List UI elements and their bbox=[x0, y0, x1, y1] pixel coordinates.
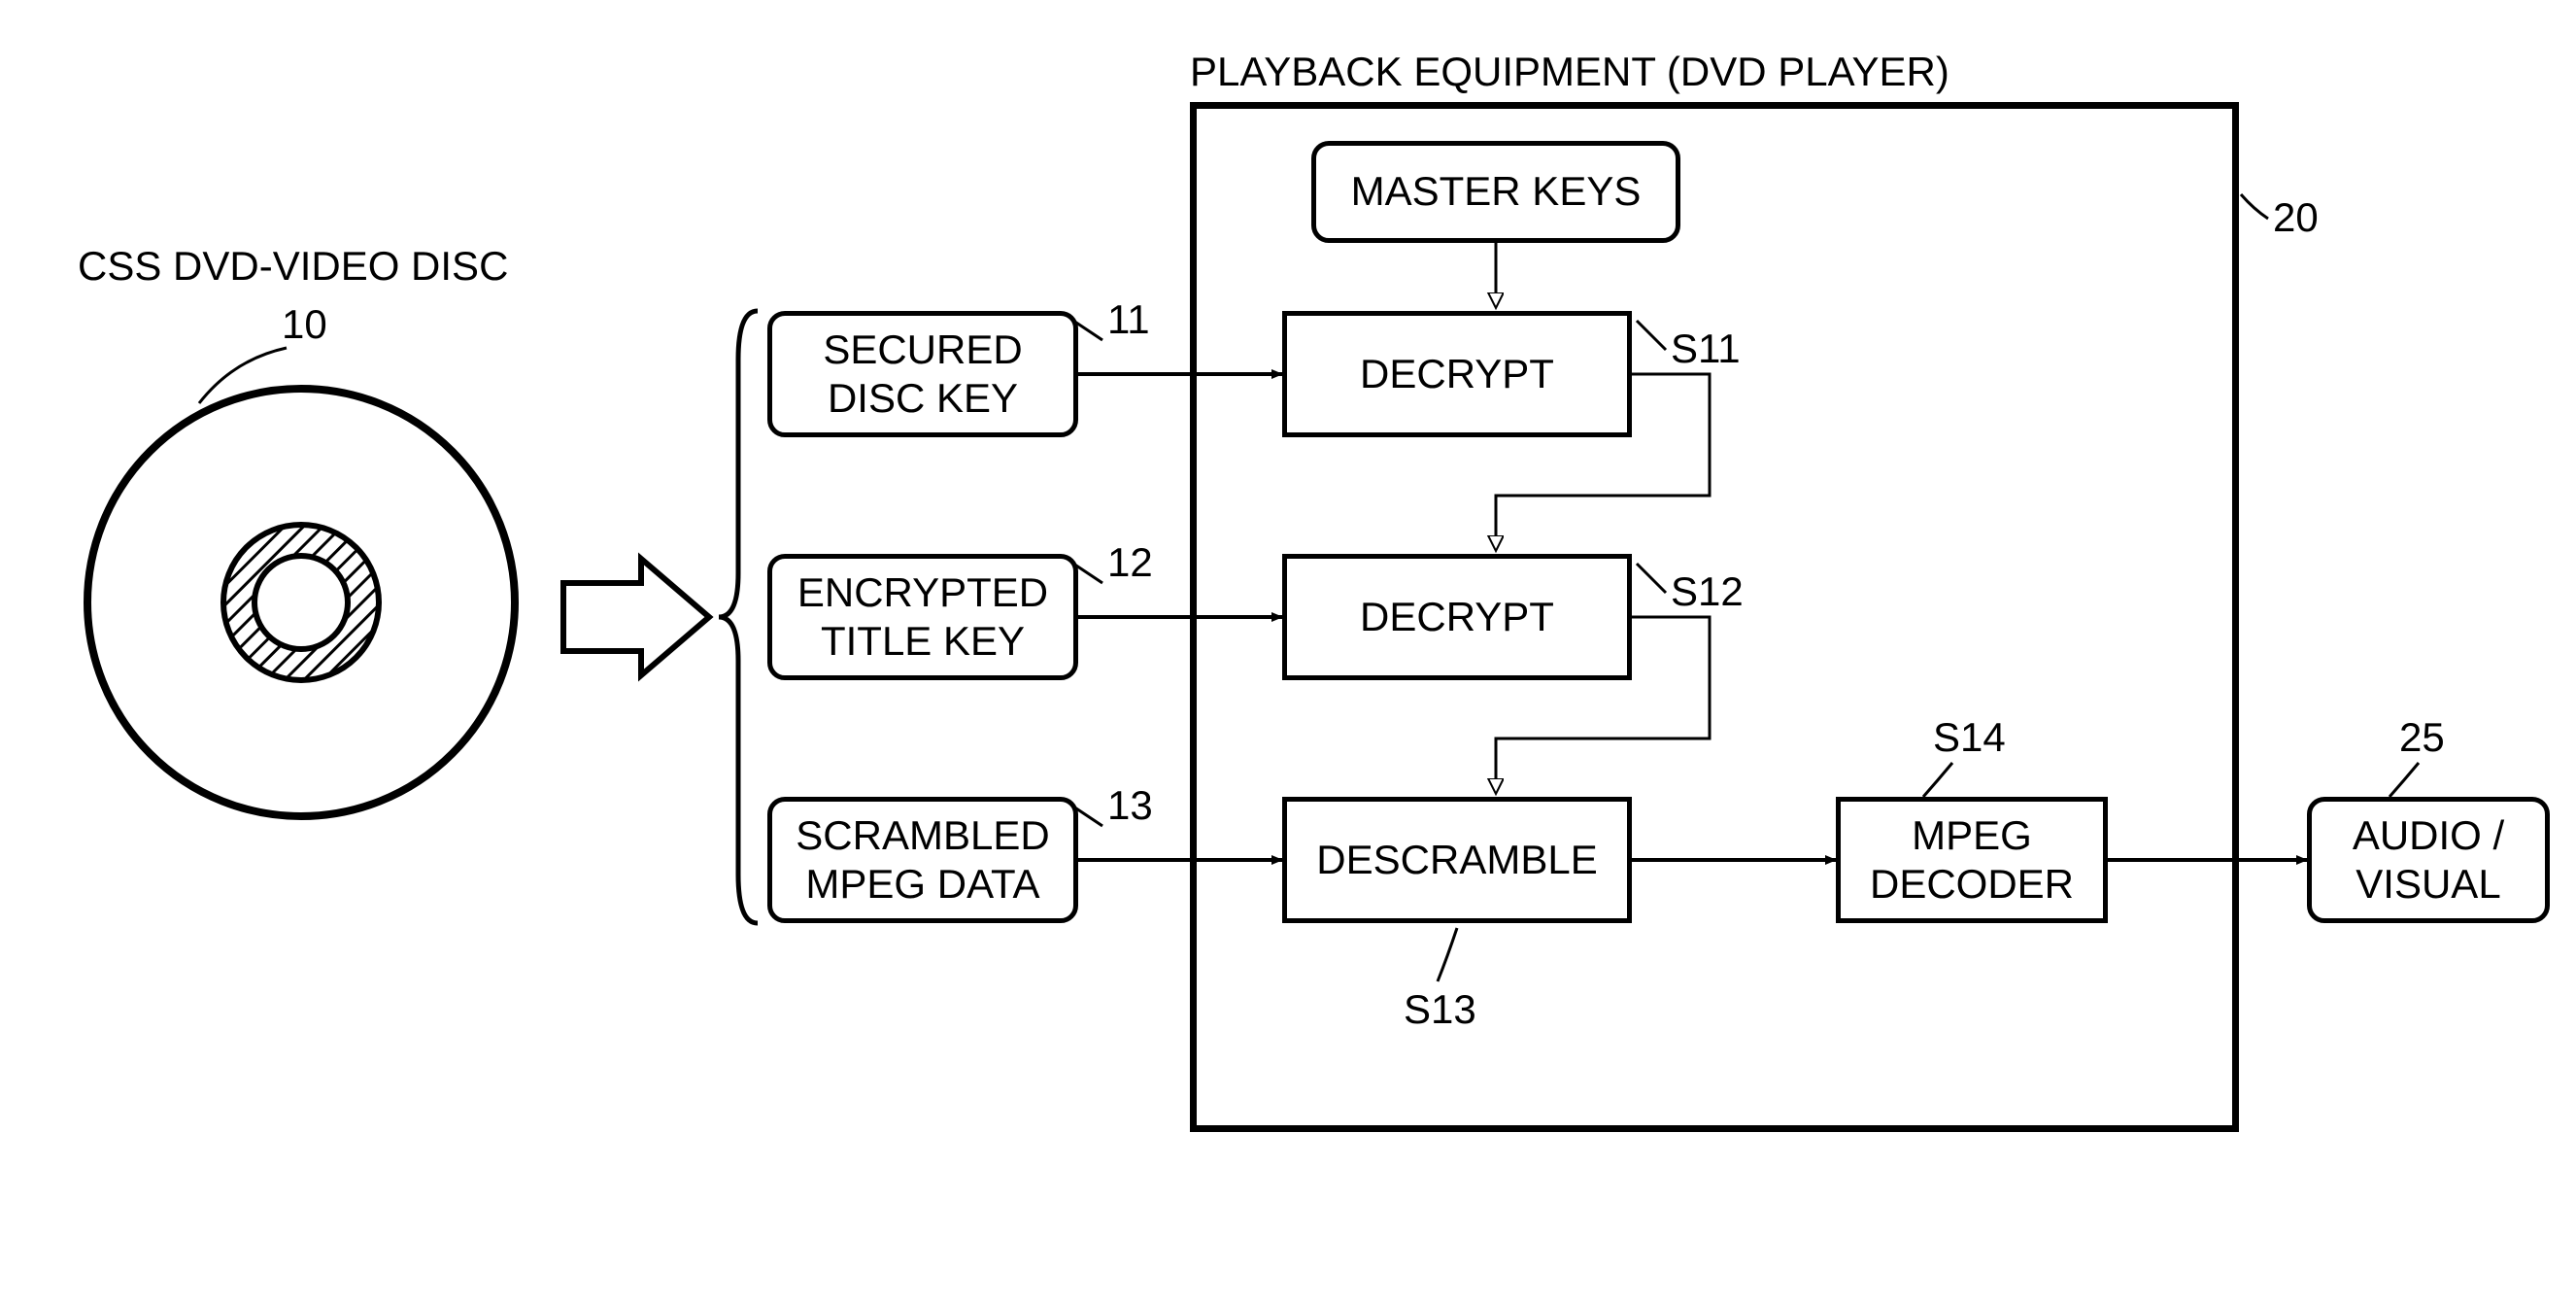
disc-title: CSS DVD-VIDEO DISC bbox=[78, 243, 508, 290]
disc-ref: 10 bbox=[282, 301, 327, 348]
encrypted-title-key-box: ENCRYPTED TITLE KEY bbox=[767, 554, 1078, 680]
master-keys-box: MASTER KEYS bbox=[1311, 141, 1680, 243]
decrypt-1-label: DECRYPT bbox=[1360, 351, 1554, 397]
decrypt-2-box: DECRYPT bbox=[1282, 554, 1632, 680]
mpeg-decoder-box: MPEG DECODER bbox=[1836, 797, 2108, 923]
secured-disc-key-label: SECURED DISC KEY bbox=[823, 326, 1022, 424]
scrambled-mpeg-data-box: SCRAMBLED MPEG DATA bbox=[767, 797, 1078, 923]
audio-visual-box: AUDIO / VISUAL bbox=[2307, 797, 2550, 923]
encrypted-title-key-ref: 12 bbox=[1107, 539, 1153, 586]
secured-disc-key-box: SECURED DISC KEY bbox=[767, 311, 1078, 437]
disc-icon bbox=[87, 389, 515, 816]
mpeg-decoder-label: MPEG DECODER bbox=[1870, 811, 2074, 910]
player-ref: 20 bbox=[2273, 194, 2319, 241]
encrypted-title-key-label: ENCRYPTED TITLE KEY bbox=[797, 568, 1048, 667]
descramble-box: DESCRAMBLE bbox=[1282, 797, 1632, 923]
scrambled-mpeg-data-label: SCRAMBLED MPEG DATA bbox=[796, 811, 1049, 910]
brace-icon bbox=[719, 311, 758, 923]
decrypt-1-box: DECRYPT bbox=[1282, 311, 1632, 437]
decrypt-2-label: DECRYPT bbox=[1360, 594, 1554, 640]
decrypt-2-ref: S12 bbox=[1671, 568, 1744, 615]
player-title: PLAYBACK EQUIPMENT (DVD PLAYER) bbox=[1190, 49, 1949, 95]
big-arrow-icon bbox=[563, 559, 709, 675]
mpeg-decoder-ref: S14 bbox=[1933, 714, 2006, 761]
decrypt-1-ref: S11 bbox=[1671, 326, 1741, 372]
secured-disc-key-ref: 11 bbox=[1107, 296, 1150, 343]
master-keys-label: MASTER KEYS bbox=[1351, 167, 1642, 216]
audio-visual-label: AUDIO / VISUAL bbox=[2353, 811, 2504, 910]
diagram-canvas: CSS DVD-VIDEO DISC 10 PLAYBACK EQUIPMENT… bbox=[39, 39, 2576, 1266]
scrambled-mpeg-data-ref: 13 bbox=[1107, 782, 1153, 829]
descramble-ref: S13 bbox=[1404, 986, 1476, 1033]
descramble-label: DESCRAMBLE bbox=[1316, 837, 1597, 883]
audio-visual-ref: 25 bbox=[2399, 714, 2445, 761]
